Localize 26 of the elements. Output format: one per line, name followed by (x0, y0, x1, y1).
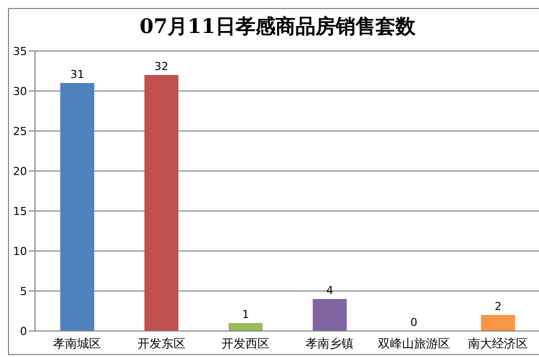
y-tick-label: 30 (13, 84, 27, 98)
y-tick-label: 5 (20, 284, 27, 298)
data-label: 1 (242, 308, 250, 321)
data-label: 4 (326, 284, 334, 297)
y-tick-label: 20 (13, 164, 27, 178)
x-tick-label: 双峰山旅游区 (378, 336, 450, 351)
chart-title: 07月11日孝感商品房销售套数 (138, 13, 416, 40)
bar (60, 83, 94, 331)
y-tick-label: 10 (13, 244, 27, 258)
y-tick-label: 35 (13, 44, 27, 58)
x-tick-label: 孝南城区 (53, 336, 102, 351)
y-tick-label: 25 (13, 124, 27, 138)
data-label: 0 (410, 316, 418, 329)
y-tick-label: 15 (13, 204, 27, 218)
x-tick-label: 南大经济区 (468, 336, 528, 351)
x-tick-label: 孝南乡镇 (306, 336, 354, 351)
x-tick-label: 开发东区 (137, 336, 186, 351)
bar (312, 299, 347, 331)
data-label: 31 (70, 68, 84, 81)
bar (228, 323, 263, 331)
data-label: 32 (154, 60, 168, 73)
x-tick-label: 开发西区 (221, 336, 270, 351)
bar (144, 75, 178, 331)
bar (481, 315, 516, 331)
y-tick-label: 0 (20, 324, 27, 338)
data-label: 2 (494, 300, 502, 313)
